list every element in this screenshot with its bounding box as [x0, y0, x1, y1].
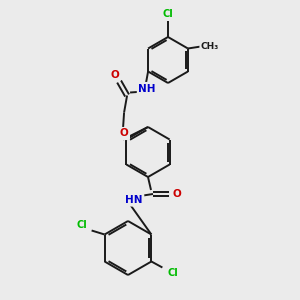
Text: NH: NH	[138, 83, 156, 94]
Text: Cl: Cl	[167, 268, 178, 278]
Text: CH₃: CH₃	[201, 42, 219, 51]
Text: Cl: Cl	[76, 220, 87, 230]
Text: O: O	[172, 189, 182, 199]
Text: O: O	[111, 70, 119, 80]
Text: Cl: Cl	[163, 9, 173, 19]
Text: HN: HN	[125, 195, 143, 205]
Text: O: O	[120, 128, 128, 139]
